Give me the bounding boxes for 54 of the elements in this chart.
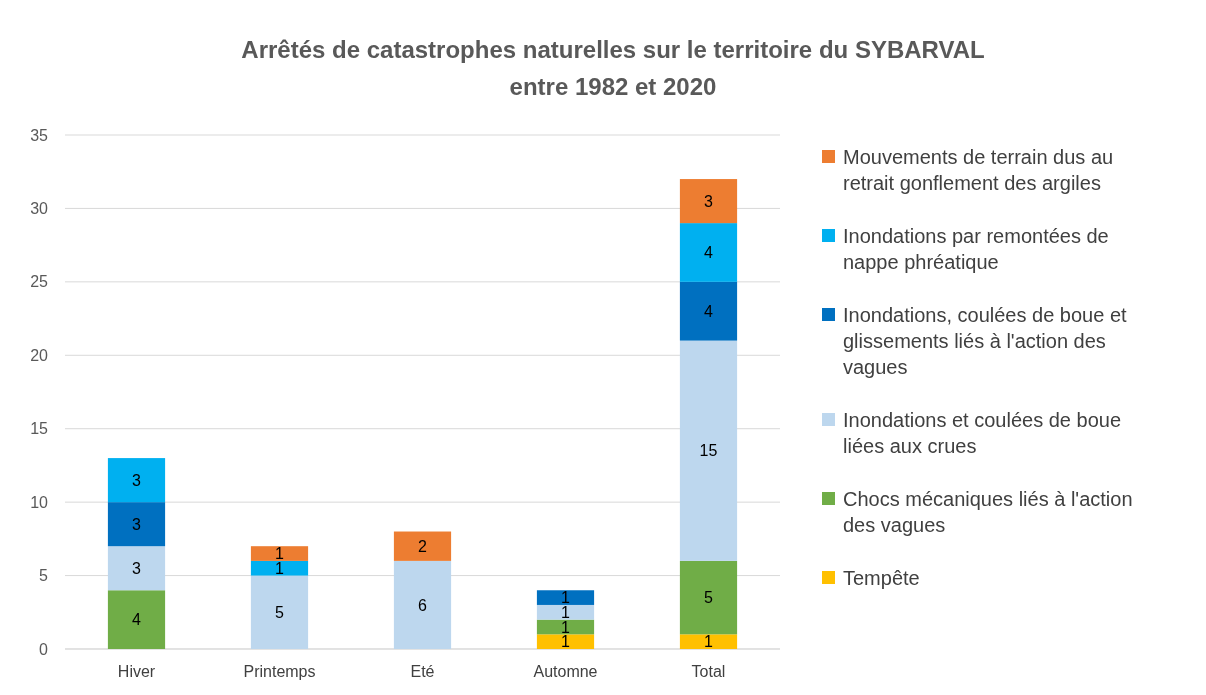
legend-label: Mouvements de terrain dus au retrait gonflement des argiles <box>843 146 1114 194</box>
legend-label: Inondations et coulées de boue liées aux crues <box>843 409 1121 457</box>
bar <box>679 223 738 282</box>
bar <box>107 458 166 503</box>
legend-label: Inondations par remontées de nappe phréatique <box>843 225 1109 273</box>
x-tick-label: Eté <box>410 663 435 680</box>
data-label: 1 <box>704 633 714 651</box>
data-label: 3 <box>132 559 142 577</box>
data-label: 5 <box>275 603 285 621</box>
bar <box>250 546 309 561</box>
legend-label: Inondations, coulées de boue et glissements liés à l'action des vagues <box>843 304 1127 378</box>
data-label: 3 <box>704 192 714 210</box>
y-tick-label: 5 <box>39 567 49 585</box>
bar <box>679 560 738 635</box>
bar <box>679 340 738 561</box>
bar <box>536 590 595 605</box>
data-label: 4 <box>132 611 142 629</box>
data-label: 2 <box>418 537 428 555</box>
x-tick-label: Hiver <box>117 663 156 680</box>
data-label: 6 <box>418 596 428 614</box>
bar <box>536 619 595 635</box>
bar <box>679 179 738 224</box>
data-label: 4 <box>704 244 714 262</box>
bar <box>250 575 309 649</box>
bar <box>107 590 166 649</box>
data-label: 3 <box>132 515 142 533</box>
y-tick-label: 30 <box>30 200 49 218</box>
data-label: 1 <box>561 618 571 636</box>
bar <box>107 546 166 591</box>
y-tick-label: 10 <box>30 493 49 511</box>
bar <box>393 531 452 561</box>
bar <box>107 502 166 547</box>
bar <box>393 560 452 649</box>
bar <box>679 281 738 341</box>
bar <box>679 634 738 649</box>
bar <box>536 634 595 649</box>
legend-label: Chocs mécaniques liés à l'action des vagues <box>843 488 1133 536</box>
data-label: 3 <box>132 471 142 489</box>
y-tick-label: 20 <box>30 346 49 364</box>
chart-title: Arrêtés de catastrophes naturelles sur le territoire du SYBARVAL entre 1982 et 2020 <box>241 36 985 100</box>
x-tick-label: Printemps <box>243 663 316 680</box>
y-tick-label: 15 <box>30 420 49 438</box>
data-label: 5 <box>704 589 714 607</box>
data-label: 15 <box>699 442 718 460</box>
data-label: 4 <box>704 302 714 320</box>
x-tick-label: Total <box>691 663 726 680</box>
x-tick-label: Automne <box>533 663 598 680</box>
y-tick-label: 35 <box>30 126 49 144</box>
y-tick-label: 0 <box>39 640 49 658</box>
y-tick-label: 25 <box>30 273 49 291</box>
data-label: 1 <box>561 633 571 651</box>
bar <box>536 604 595 620</box>
legend-label: Tempête <box>843 567 920 589</box>
bar <box>250 560 309 576</box>
